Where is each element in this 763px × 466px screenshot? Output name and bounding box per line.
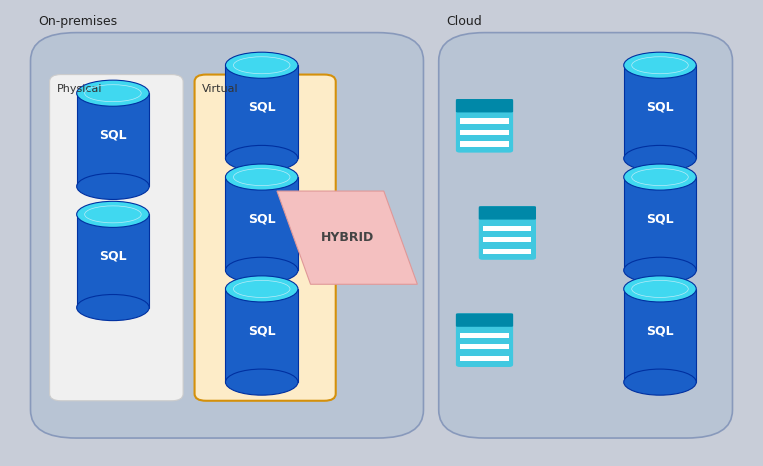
Text: SQL: SQL [248,324,275,337]
Bar [624,289,697,382]
Text: On-premises: On-premises [38,15,118,28]
Text: SQL: SQL [646,212,674,226]
Text: SQL: SQL [99,129,127,142]
Bar [226,177,298,270]
FancyBboxPatch shape [456,313,513,327]
Ellipse shape [226,369,298,395]
Ellipse shape [226,52,298,78]
Bar [461,333,509,338]
Bar [226,65,298,158]
Text: SQL: SQL [248,101,275,114]
Text: HYBRID: HYBRID [320,231,374,244]
Bar [484,237,532,242]
Polygon shape [277,191,417,284]
Bar [461,344,509,350]
FancyBboxPatch shape [456,313,513,367]
Bar [484,248,532,254]
FancyBboxPatch shape [50,75,183,401]
Text: SQL: SQL [646,324,674,337]
Text: SQL: SQL [646,101,674,114]
FancyBboxPatch shape [439,33,732,438]
FancyBboxPatch shape [456,99,513,153]
Ellipse shape [76,201,149,227]
Ellipse shape [624,276,696,302]
Ellipse shape [226,257,298,283]
FancyBboxPatch shape [479,206,536,219]
Text: Physical: Physical [57,84,103,94]
Text: SQL: SQL [99,250,127,263]
Bar [461,356,509,361]
FancyBboxPatch shape [456,99,513,112]
Ellipse shape [624,52,696,78]
Bar [484,226,532,231]
Bar [624,65,697,158]
Ellipse shape [226,145,298,171]
Ellipse shape [226,276,298,302]
Text: SQL: SQL [248,212,275,226]
Text: Cloud: Cloud [446,15,482,28]
Ellipse shape [226,164,298,190]
Text: Virtual: Virtual [202,84,239,94]
Ellipse shape [624,145,696,171]
Bar [76,93,150,186]
Bar [76,214,150,308]
FancyBboxPatch shape [31,33,423,438]
Ellipse shape [624,369,696,395]
Ellipse shape [76,173,149,199]
Bar [461,130,509,135]
Ellipse shape [76,295,149,321]
Ellipse shape [76,80,149,106]
Bar [624,177,697,270]
Ellipse shape [624,257,696,283]
FancyBboxPatch shape [479,206,536,260]
Bar [226,289,298,382]
Ellipse shape [624,164,696,190]
Bar [461,118,509,123]
Bar [461,141,509,147]
FancyBboxPatch shape [195,75,336,401]
